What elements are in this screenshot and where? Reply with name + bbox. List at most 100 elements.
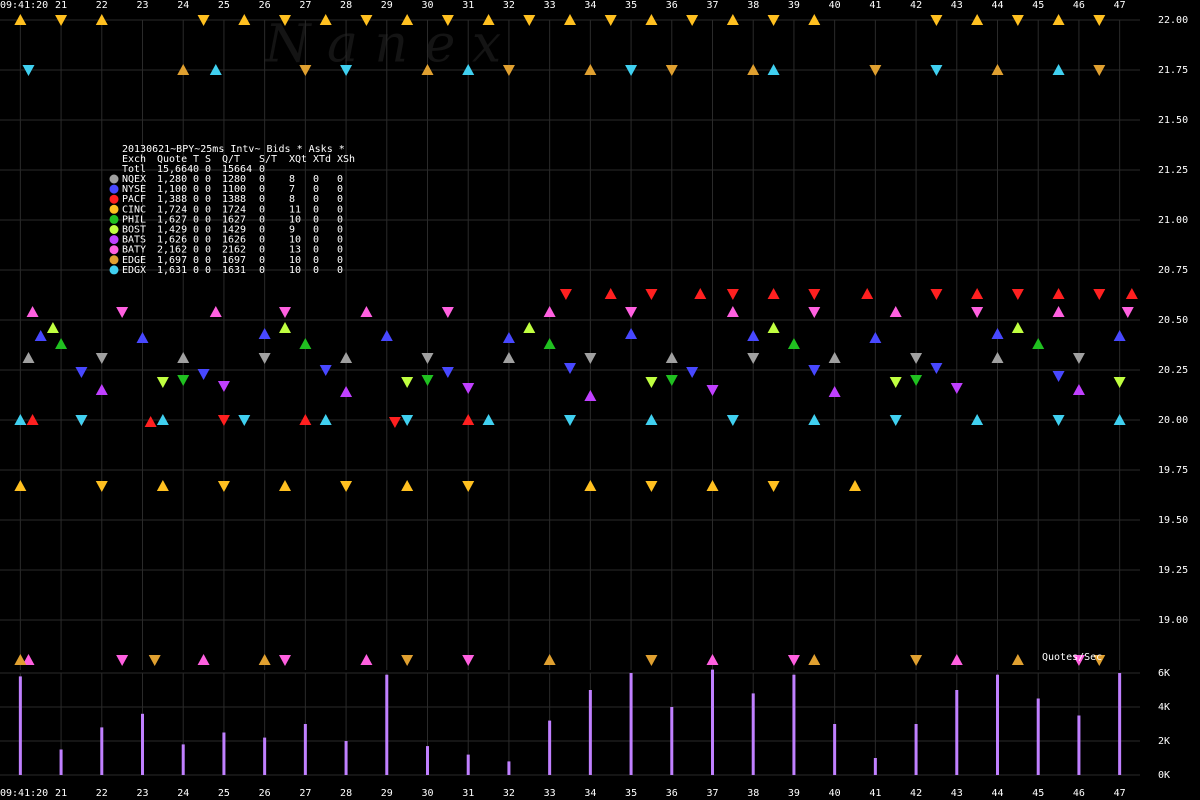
x-tick-label: 09:41:20 [0, 788, 48, 799]
x-tick-label: 37 [706, 0, 718, 11]
quote-marker [604, 15, 617, 26]
stats-header: XQt [289, 154, 307, 165]
bar [18, 676, 22, 775]
x-tick-label: 41 [869, 0, 881, 11]
quote-marker [197, 369, 210, 380]
quote-marker [910, 375, 923, 386]
stats-cell: 0 [193, 194, 199, 205]
quote-marker [462, 481, 475, 492]
quote-marker [767, 64, 780, 75]
stats-cell: 1,429 [157, 225, 187, 236]
quote-marker [462, 414, 475, 425]
quote-marker [1052, 306, 1065, 317]
quote-marker [889, 377, 902, 388]
stats-cell: 0 [205, 255, 211, 266]
quote-marker [747, 330, 760, 341]
x-tick-label: 34 [584, 788, 596, 799]
quote-marker [1072, 353, 1085, 364]
bar [996, 674, 999, 775]
quote-marker [1072, 384, 1085, 395]
stats-cell: 1626 [222, 235, 246, 246]
quote-marker [482, 414, 495, 425]
stats-cell: 0 [259, 214, 265, 225]
quote-marker [686, 367, 699, 378]
quote-marker [388, 417, 401, 428]
stats-cell: 11 [289, 204, 301, 215]
quote-marker [279, 322, 291, 333]
quote-marker [645, 377, 658, 388]
stats-cell: 0 [337, 184, 343, 195]
quote-marker [95, 384, 108, 395]
quote-marker [116, 655, 129, 666]
bar [914, 724, 918, 775]
quote-marker [1072, 655, 1085, 666]
quote-marker [1113, 377, 1126, 388]
stats-cell: 1,724 [157, 204, 187, 215]
x-tick-label: 26 [259, 0, 271, 11]
quote-marker [523, 322, 536, 333]
legend-label: BOST [122, 225, 146, 236]
x-tick-label: 29 [381, 0, 393, 11]
quote-marker [604, 288, 617, 299]
stats-cell: 7 [289, 184, 295, 195]
quote-marker [299, 338, 312, 349]
bar [1118, 673, 1122, 775]
bar [711, 669, 714, 775]
legend-marker [109, 194, 119, 204]
quote-marker [258, 328, 271, 339]
bar [263, 737, 267, 775]
quote-marker [238, 415, 251, 426]
quote-marker [808, 365, 821, 376]
quote-marker [971, 288, 984, 299]
quote-marker [930, 363, 943, 374]
quote-marker [14, 654, 27, 665]
y-tick-label: 19.25 [1158, 565, 1188, 576]
quote-marker [177, 352, 190, 363]
stats-header: XSh [337, 154, 355, 165]
x-tick-label: 40 [829, 788, 841, 799]
quote-marker [665, 65, 678, 76]
quote-marker [217, 415, 230, 426]
quote-marker [665, 352, 678, 363]
quote-marker [1052, 415, 1065, 426]
stats-cell: 0 [193, 245, 199, 256]
legend-marker [109, 184, 119, 194]
stats-cell: 1,100 [157, 184, 187, 195]
quote-marker [401, 377, 414, 388]
quote-marker [1052, 288, 1065, 299]
stats-cell: 0 [259, 184, 265, 195]
stats-cell: 1697 [222, 255, 246, 266]
quote-marker [462, 64, 475, 75]
stats-cell: 9 [289, 225, 295, 236]
bar [466, 754, 470, 775]
bar [385, 674, 389, 775]
quote-marker [808, 289, 821, 300]
quote-marker [645, 655, 658, 666]
bar [751, 693, 755, 775]
quote-marker [1011, 322, 1024, 333]
quote-marker [148, 655, 161, 666]
x-tick-label: 47 [1114, 0, 1126, 11]
stats-header: Quote [157, 154, 187, 165]
quote-marker [686, 15, 699, 26]
legend-marker [109, 245, 119, 255]
x-tick-label: 09:41:20 [0, 0, 48, 11]
quote-marker [217, 481, 230, 492]
quote-marker [238, 14, 251, 25]
quote-marker [767, 322, 780, 333]
quote-marker [971, 414, 984, 425]
y-tick-label: 19.50 [1158, 515, 1188, 526]
legend-marker [109, 225, 119, 234]
x-tick-label: 35 [625, 788, 637, 799]
quote-marker [706, 480, 719, 491]
quote-marker [1113, 414, 1126, 425]
stats-cell: 8 [289, 174, 295, 185]
quote-marker [910, 353, 923, 364]
x-tick-label: 30 [421, 0, 433, 11]
quote-marker [14, 14, 27, 25]
x-tick-label: 27 [299, 0, 311, 11]
x-tick-label: 25 [218, 788, 230, 799]
quote-marker [319, 14, 332, 25]
x-tick-label: 45 [1032, 788, 1044, 799]
stats-cell: 10 [289, 265, 301, 276]
